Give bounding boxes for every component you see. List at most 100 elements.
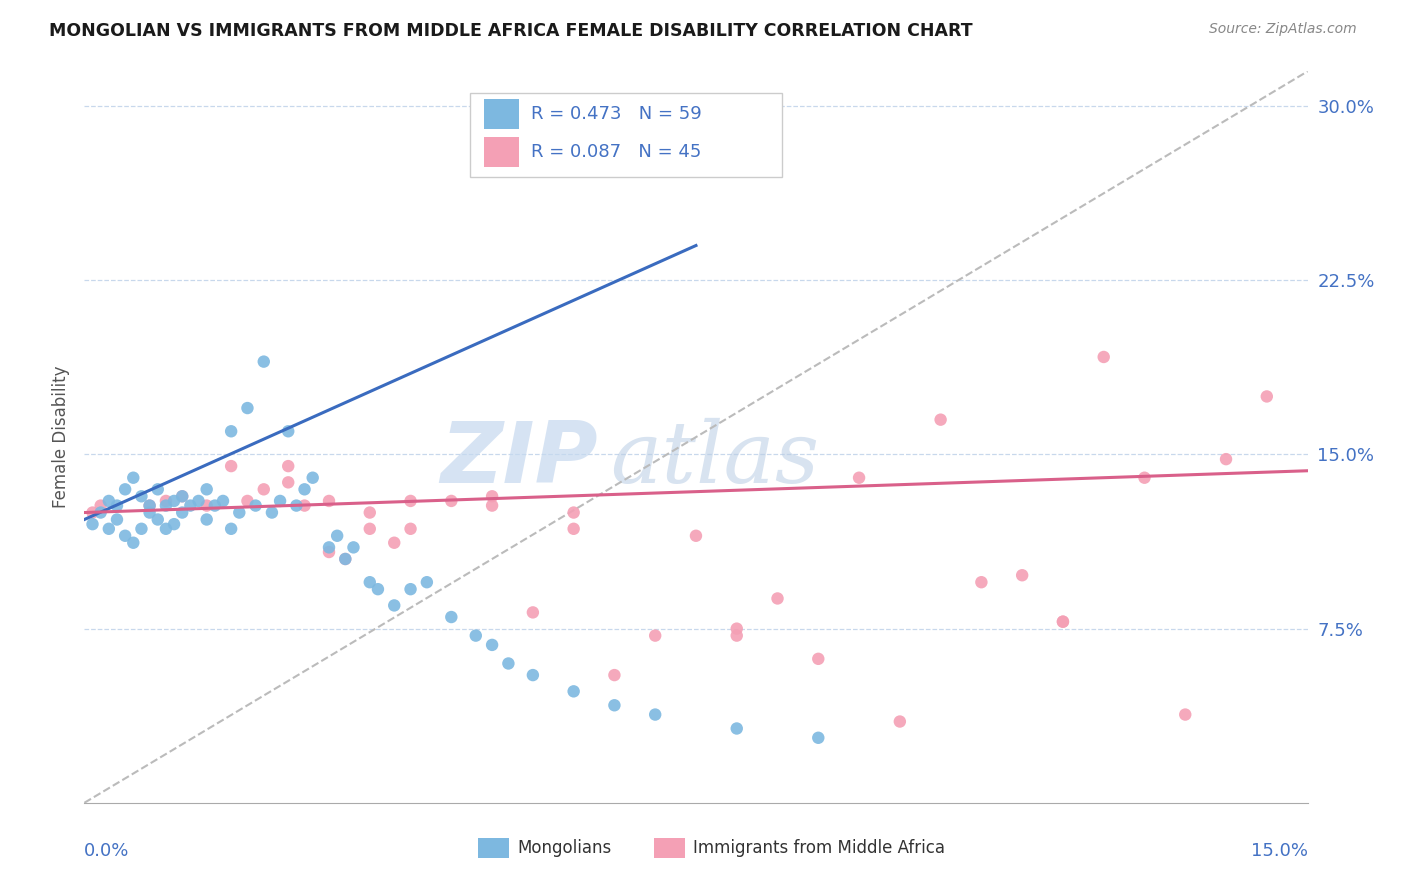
- Point: [138, 506, 160, 520]
- Point: [848, 471, 870, 485]
- Point: [131, 489, 153, 503]
- Point: [187, 494, 209, 508]
- Point: [219, 424, 242, 438]
- Point: [326, 529, 349, 543]
- Point: [1256, 389, 1278, 403]
- Point: [440, 494, 463, 508]
- Point: [562, 522, 585, 536]
- Point: [285, 499, 308, 513]
- Point: [929, 412, 952, 426]
- Point: [359, 506, 381, 520]
- Point: [382, 599, 405, 613]
- Point: [253, 483, 276, 497]
- Point: [644, 629, 666, 643]
- FancyBboxPatch shape: [470, 94, 782, 178]
- Point: [146, 512, 169, 526]
- Point: [807, 731, 830, 745]
- Point: [245, 499, 267, 513]
- Point: [464, 629, 486, 643]
- Point: [219, 522, 242, 536]
- Point: [90, 499, 112, 513]
- Point: [440, 610, 463, 624]
- Text: ZIP: ZIP: [440, 417, 598, 500]
- Point: [277, 475, 299, 490]
- Point: [172, 489, 194, 503]
- Point: [105, 512, 128, 526]
- Point: [277, 424, 299, 438]
- Text: 0.0%: 0.0%: [84, 842, 129, 860]
- Point: [146, 483, 169, 497]
- Point: [399, 582, 422, 597]
- Point: [163, 494, 186, 508]
- Point: [131, 522, 153, 536]
- Bar: [654, 838, 685, 858]
- Point: [644, 707, 666, 722]
- Point: [269, 494, 291, 508]
- Text: MONGOLIAN VS IMMIGRANTS FROM MIDDLE AFRICA FEMALE DISABILITY CORRELATION CHART: MONGOLIAN VS IMMIGRANTS FROM MIDDLE AFRI…: [49, 22, 973, 40]
- Point: [172, 506, 194, 520]
- Text: R = 0.473   N = 59: R = 0.473 N = 59: [531, 105, 702, 123]
- Point: [122, 471, 145, 485]
- Point: [90, 506, 112, 520]
- Point: [260, 506, 283, 520]
- Point: [219, 459, 242, 474]
- Point: [294, 483, 316, 497]
- Point: [766, 591, 789, 606]
- Point: [97, 522, 120, 536]
- Point: [195, 512, 218, 526]
- Point: [416, 575, 439, 590]
- Text: 15.0%: 15.0%: [1250, 842, 1308, 860]
- Point: [970, 575, 993, 590]
- Point: [277, 459, 299, 474]
- Point: [603, 668, 626, 682]
- Point: [163, 517, 186, 532]
- Point: [498, 657, 520, 671]
- Point: [155, 522, 177, 536]
- Point: [1011, 568, 1033, 582]
- Point: [155, 499, 177, 513]
- Point: [236, 494, 259, 508]
- Point: [155, 494, 177, 508]
- Point: [725, 629, 748, 643]
- Text: Mongolians: Mongolians: [517, 839, 612, 857]
- Point: [195, 483, 218, 497]
- Point: [382, 535, 405, 549]
- Text: R = 0.087   N = 45: R = 0.087 N = 45: [531, 143, 702, 161]
- Point: [138, 499, 160, 513]
- Bar: [484, 136, 519, 168]
- Point: [335, 552, 357, 566]
- Point: [359, 575, 381, 590]
- Point: [359, 522, 381, 536]
- Point: [228, 506, 250, 520]
- Point: [1052, 615, 1074, 629]
- Point: [807, 652, 830, 666]
- Y-axis label: Female Disability: Female Disability: [52, 366, 70, 508]
- Point: [399, 494, 422, 508]
- Text: Immigrants from Middle Africa: Immigrants from Middle Africa: [693, 839, 945, 857]
- Point: [685, 529, 707, 543]
- Point: [138, 499, 160, 513]
- Point: [725, 722, 748, 736]
- Text: Source: ZipAtlas.com: Source: ZipAtlas.com: [1209, 22, 1357, 37]
- Point: [725, 622, 748, 636]
- Point: [253, 354, 276, 368]
- Point: [399, 522, 422, 536]
- Point: [1215, 452, 1237, 467]
- Point: [889, 714, 911, 729]
- Point: [82, 506, 104, 520]
- Bar: [478, 838, 509, 858]
- Point: [318, 541, 340, 555]
- Point: [1133, 471, 1156, 485]
- Point: [212, 494, 235, 508]
- Point: [1174, 707, 1197, 722]
- Point: [335, 552, 357, 566]
- Point: [301, 471, 323, 485]
- Point: [114, 483, 136, 497]
- Point: [367, 582, 389, 597]
- Point: [1052, 615, 1074, 629]
- Point: [97, 494, 120, 508]
- Point: [172, 489, 194, 503]
- Point: [342, 541, 364, 555]
- Point: [318, 545, 340, 559]
- Point: [522, 668, 544, 682]
